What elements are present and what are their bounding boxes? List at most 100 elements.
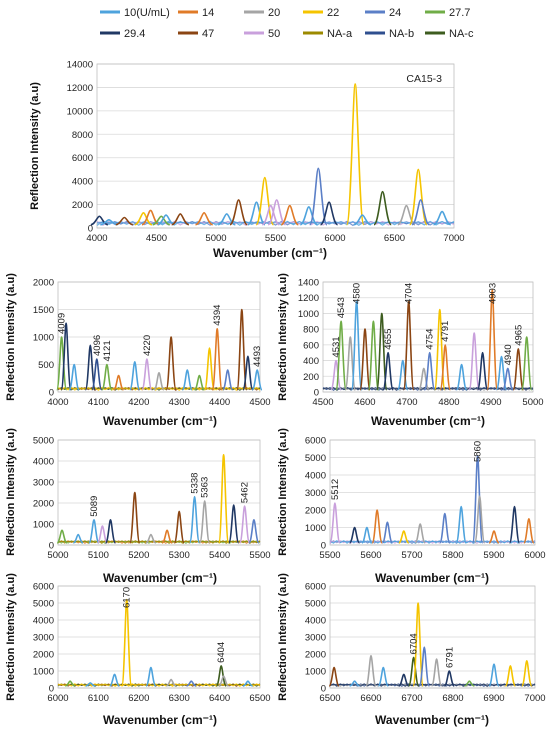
peak-line xyxy=(430,658,443,687)
peak-line xyxy=(408,168,428,226)
y-axis-label: Reflection Intensity (a.u) xyxy=(29,82,41,210)
peak-line xyxy=(328,666,340,687)
peak-line xyxy=(255,176,275,226)
peak-line xyxy=(173,510,185,544)
peak-line xyxy=(407,656,420,687)
legend-label: 20 xyxy=(268,7,280,19)
peak-line xyxy=(85,682,96,687)
x-tick-label: 4200 xyxy=(128,397,149,408)
peak-line xyxy=(320,201,339,226)
legend-label: NA-b xyxy=(389,28,414,40)
peak-line xyxy=(455,505,467,544)
peak-line xyxy=(56,336,68,391)
y-tick-label: 2000 xyxy=(33,499,54,510)
chart-panel: 0 1000 2000 3000 4000 5000 6000 6000 6100 6200 630… xyxy=(5,573,271,727)
peak-line xyxy=(345,83,365,226)
x-axis-label: Wavenumber (cm⁻¹) xyxy=(371,414,485,428)
peak-line xyxy=(68,363,80,391)
peak-line xyxy=(242,680,253,687)
peak-line xyxy=(349,680,360,687)
y-tick-label: 0 xyxy=(321,541,326,552)
peak-line xyxy=(439,344,452,391)
y-tick-label: 5000 xyxy=(33,436,54,447)
legend-label: 24 xyxy=(389,7,401,19)
y-tick-label: 0 xyxy=(314,388,319,399)
peak-annotation: 5462 xyxy=(240,482,251,503)
peak-line xyxy=(488,663,500,687)
x-tick-label: 5000 xyxy=(205,233,226,244)
x-tick-label: 5500 xyxy=(319,550,340,561)
x-axis-label: Wavenumber (cm⁻¹) xyxy=(375,713,489,727)
peak-line xyxy=(222,369,234,391)
peak-line xyxy=(141,358,153,391)
peak-line xyxy=(418,646,430,687)
peak-annotation: 5512 xyxy=(330,479,341,500)
peak-line xyxy=(486,289,499,391)
peak-line xyxy=(181,369,193,391)
peak-line xyxy=(443,670,455,687)
peak-line xyxy=(299,206,318,226)
peak-line xyxy=(88,518,100,544)
chart-panel: 0 1000 2000 3000 4000 5000 6000 6500 6600 6700 680… xyxy=(277,573,546,727)
peak-line xyxy=(157,214,175,226)
peak-line xyxy=(502,367,514,391)
peak-line xyxy=(228,504,240,544)
y-tick-label: 8000 xyxy=(72,130,93,141)
x-tick-label: 4400 xyxy=(209,397,230,408)
y-tick-label: 10000 xyxy=(67,106,93,117)
peak-line xyxy=(353,214,372,226)
peak-line xyxy=(398,530,410,544)
peak-annotation: 6704 xyxy=(409,633,420,654)
peak-line xyxy=(166,678,177,687)
peak-line xyxy=(464,680,475,687)
peak-line xyxy=(365,654,377,687)
legend-item: NA-b xyxy=(365,28,414,40)
x-tick-label: 6200 xyxy=(128,693,149,704)
y-tick-label: 1400 xyxy=(298,278,319,289)
x-tick-label: 6500 xyxy=(384,233,405,244)
x-tick-label: 5600 xyxy=(360,550,381,561)
peak-line xyxy=(423,351,436,391)
peak-line xyxy=(113,374,124,391)
x-tick-label: 4900 xyxy=(480,397,501,408)
x-axis-label: Wavenumber (cm⁻¹) xyxy=(375,571,489,585)
peak-line xyxy=(359,328,371,391)
legend-item: 47 xyxy=(178,28,214,40)
y-tick-label: 0 xyxy=(88,224,93,235)
peak-line xyxy=(101,363,113,391)
y-axis-label: Reflection Intensity (a.u) xyxy=(277,573,289,701)
peak-line xyxy=(129,491,141,544)
peak-line xyxy=(141,209,160,226)
peak-line xyxy=(371,509,383,544)
peak-line xyxy=(414,523,426,544)
peak-line xyxy=(218,675,229,687)
x-tick-label: 6100 xyxy=(88,693,109,704)
peak-line xyxy=(121,598,133,687)
peak-line xyxy=(165,336,177,391)
y-tick-label: 14000 xyxy=(67,60,93,71)
peak-line xyxy=(267,199,286,226)
y-tick-label: 1000 xyxy=(305,667,326,678)
x-tick-label: 6000 xyxy=(524,550,545,561)
peak-annotation: 6404 xyxy=(216,642,227,663)
peak-line xyxy=(56,529,68,544)
y-tick-label: 200 xyxy=(303,372,319,383)
peak-line xyxy=(508,505,521,544)
legend-label: NA-c xyxy=(449,28,474,40)
peak-line xyxy=(520,336,533,391)
y-axis-label: Reflection Intensity (a.u) xyxy=(5,573,17,701)
peak-annotation: 4655 xyxy=(383,329,394,350)
peak-annotation: 4531 xyxy=(331,336,342,357)
peak-line xyxy=(251,369,263,391)
peak-line xyxy=(134,211,153,226)
legend-item: 29.4 xyxy=(100,28,145,40)
peak-line xyxy=(468,332,480,391)
baseline-series xyxy=(96,220,455,227)
baseline-series xyxy=(57,386,261,391)
y-tick-label: 1000 xyxy=(305,523,326,534)
y-axis-label: Reflection Intensity (a.u) xyxy=(277,428,289,556)
chart-panel: 0 1000 2000 3000 4000 5000 5000 5100 5200 5300 540… xyxy=(5,428,271,585)
peak-line xyxy=(152,215,170,226)
x-tick-label: 4600 xyxy=(354,397,375,408)
plot-area xyxy=(57,585,261,689)
